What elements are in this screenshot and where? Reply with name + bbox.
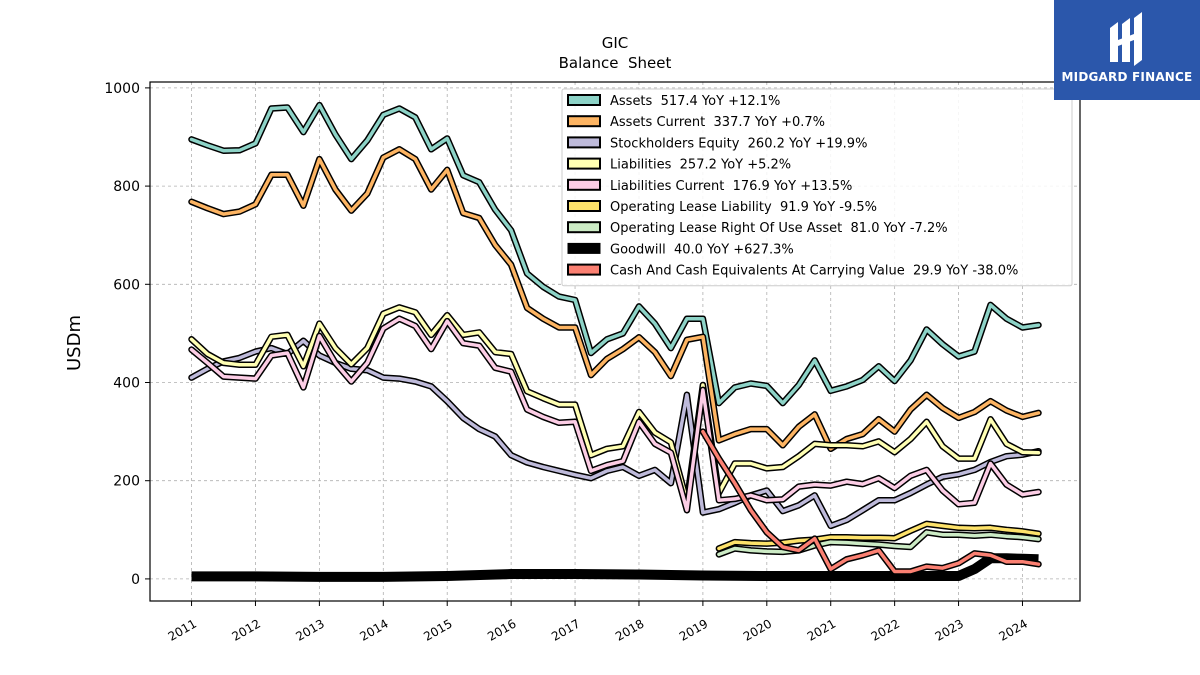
legend-swatch (567, 200, 601, 212)
x-tick-label: 2019 (677, 616, 710, 643)
x-tick-label: 2021 (805, 616, 838, 643)
x-tick-label: 2013 (293, 616, 326, 643)
legend-entry: Goodwill 40.0 YoY +627.3% (610, 242, 794, 257)
legend-entry: Assets 517.4 YoY +12.1% (610, 94, 780, 109)
x-tick-label: 2018 (613, 616, 646, 643)
legend-box (561, 88, 1073, 287)
legend-entry: Cash And Cash Equivalents At Carrying Va… (610, 264, 1018, 279)
series-line (189, 316, 1041, 512)
series-line (189, 305, 1041, 504)
x-tick-label: 2024 (997, 616, 1030, 643)
x-tick-label: 2022 (869, 616, 902, 643)
legend-entry: Stockholders Equity 260.2 YoY +19.9% (610, 136, 867, 151)
legend-entry: Liabilities 257.2 YoY +5.2% (610, 158, 791, 173)
x-tick-label: 2020 (741, 616, 774, 643)
x-tick-label: 2016 (485, 616, 518, 643)
y-tick-label: 200 (113, 474, 140, 490)
legend-swatch (567, 178, 601, 191)
x-tick-label: 2017 (549, 616, 582, 643)
series-line (717, 530, 1041, 557)
y-tick-label: 800 (113, 179, 140, 195)
x-tick-label: 2014 (357, 616, 390, 643)
series-line (189, 103, 1041, 405)
x-tick-label: 2012 (230, 616, 263, 643)
midgard-logo-icon (1110, 12, 1142, 66)
series-line (717, 522, 1041, 551)
y-tick-label: 0 (131, 572, 140, 588)
chart-subtitle: Balance Sheet (559, 54, 672, 72)
legend-swatch (567, 242, 601, 254)
x-tick-label: 2015 (421, 616, 454, 643)
series-layer (188, 101, 1042, 582)
x-tick-label: 2011 (166, 616, 199, 643)
midgard-finance-logo: MIDGARD FINANCE (1054, 0, 1200, 100)
brand-name: MIDGARD FINANCE (1061, 70, 1193, 84)
y-tick-label: 600 (113, 277, 140, 293)
y-axis-label: USDm (64, 315, 85, 371)
series-line (701, 429, 1041, 574)
legend-swatch (567, 263, 601, 276)
legend-swatch (567, 94, 601, 106)
legend-swatch (567, 115, 601, 128)
series-outline (188, 315, 1042, 514)
legend-swatch (567, 157, 601, 170)
legend-entry: Operating Lease Right Of Use Asset 81.0 … (610, 221, 948, 236)
legend-entry: Liabilities Current 176.9 YoY +13.5% (610, 179, 852, 194)
y-tick-label: 1000 (104, 81, 140, 97)
series-line (189, 147, 1041, 451)
legend-entry: Operating Lease Liability 91.9 YoY -9.5% (610, 200, 877, 215)
chart-title: GIC (602, 34, 629, 52)
legend-swatch (567, 136, 601, 149)
legend: Assets 517.4 YoY +12.1% Assets Current 33… (561, 88, 1073, 287)
legend-entry: Assets Current 337.7 YoY +0.7% (610, 115, 825, 130)
legend-swatch (567, 221, 601, 234)
plot-frame (149, 81, 1081, 602)
y-tick-label: 400 (113, 375, 140, 391)
x-tick-label: 2023 (933, 616, 966, 643)
